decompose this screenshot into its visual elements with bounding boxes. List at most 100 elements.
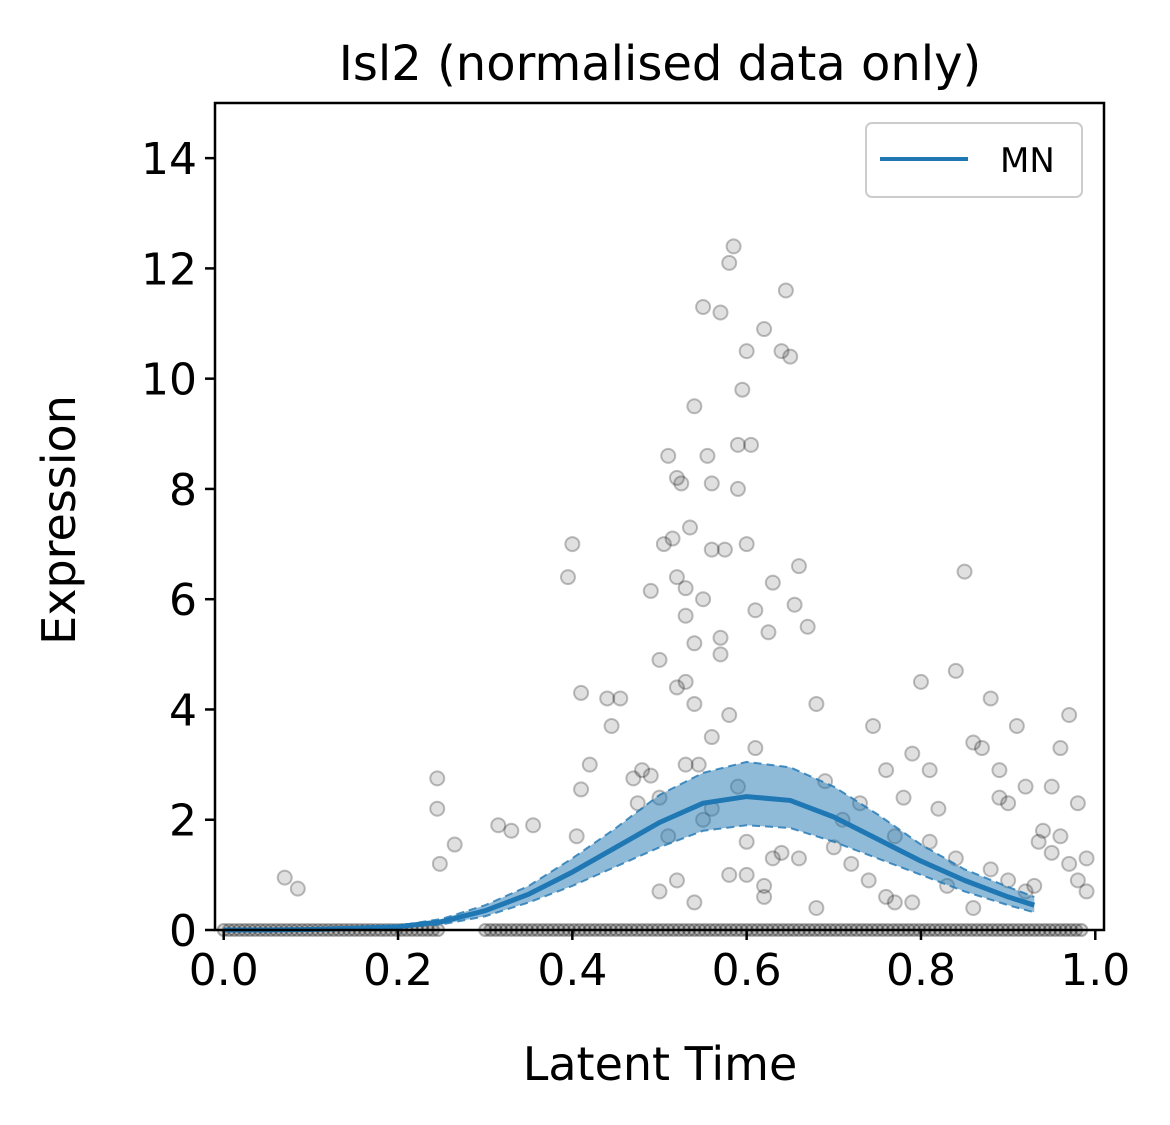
- scatter-point: [682, 519, 699, 536]
- scatter-point: [712, 646, 729, 663]
- scatter-point: [1034, 822, 1051, 839]
- scatter-point: [895, 789, 912, 806]
- scatter-point: [973, 740, 990, 757]
- scatter-point: [878, 888, 895, 905]
- scatter-point: [756, 877, 773, 894]
- x-tick-label: 0.0: [189, 945, 259, 996]
- scatter-point: [790, 850, 807, 867]
- scatter-point: [1008, 718, 1025, 735]
- scatter-point: [982, 690, 999, 707]
- scatter-point: [921, 833, 938, 850]
- scatter-point: [634, 762, 651, 779]
- scatter-point: [965, 899, 982, 916]
- scatter-point: [721, 866, 738, 883]
- scatter-point: [690, 756, 707, 773]
- y-tick-label: 6: [169, 575, 197, 626]
- scatter-point: [525, 817, 542, 834]
- scatter-point: [747, 740, 764, 757]
- scatter-point: [764, 850, 781, 867]
- scatter-point: [1069, 795, 1086, 812]
- scatter-point: [655, 536, 672, 553]
- scatter-point: [629, 795, 646, 812]
- legend: MN: [865, 122, 1083, 198]
- legend-box: [865, 122, 1083, 198]
- scatter-point: [716, 541, 733, 558]
- scatter-point: [699, 447, 716, 464]
- scatter-point: [289, 880, 306, 897]
- mean-line: [223, 794, 1036, 933]
- scatter-point: [799, 618, 816, 635]
- band-area: [223, 761, 1035, 930]
- scatter-point: [695, 298, 712, 315]
- scatter-point: [738, 343, 755, 360]
- y-tick-label: 12: [141, 244, 197, 295]
- scatter-point: [1052, 828, 1069, 845]
- scatter-point: [1017, 778, 1034, 795]
- scatter-point: [668, 569, 685, 586]
- scatter-point: [431, 855, 448, 872]
- scatter-point: [599, 690, 616, 707]
- band-upper-edge: [223, 760, 1035, 931]
- scatter-point: [446, 836, 463, 853]
- scatter-point: [677, 756, 694, 773]
- scatter-point: [429, 800, 446, 817]
- scatter-point: [808, 695, 825, 712]
- scatter-point: [1069, 872, 1086, 889]
- scatter-point: [743, 436, 760, 453]
- x-tick-label: 0.2: [363, 945, 433, 996]
- confidence-band: [223, 760, 1035, 931]
- scatter-point: [843, 855, 860, 872]
- legend-label-mn: MN: [1000, 141, 1055, 181]
- scatter-point: [686, 398, 703, 415]
- scatter-point: [760, 624, 777, 641]
- scatter-point: [725, 238, 742, 255]
- scatter-point: [642, 582, 659, 599]
- scatter-point: [564, 536, 581, 553]
- scatter-point: [912, 673, 929, 690]
- scatter-point: [721, 254, 738, 271]
- scatter-point: [703, 541, 720, 558]
- scatter-point: [947, 662, 964, 679]
- scatter-point: [786, 596, 803, 613]
- scatter-point: [782, 348, 799, 365]
- scatter-point: [738, 866, 755, 883]
- scatter-point: [660, 447, 677, 464]
- scatter-point: [677, 580, 694, 597]
- scatter-point: [703, 475, 720, 492]
- y-tick-label: 4: [169, 685, 197, 736]
- scatter-point: [1061, 855, 1078, 872]
- scatter-point: [573, 684, 590, 701]
- scatter-point: [603, 718, 620, 735]
- scatter-point: [503, 822, 520, 839]
- scatter-point: [1026, 877, 1043, 894]
- scatter-point: [790, 558, 807, 575]
- scatter-point: [686, 894, 703, 911]
- y-tick-label: 10: [141, 355, 197, 406]
- scatter-point: [991, 762, 1008, 779]
- plot-frame: [213, 101, 1106, 932]
- scatter-point: [734, 381, 751, 398]
- scatter-point: [930, 800, 947, 817]
- scatter-point: [568, 828, 585, 845]
- scatter-point: [878, 762, 895, 779]
- scatter-point: [777, 282, 794, 299]
- y-tick-label: 8: [169, 465, 197, 516]
- scatter-point: [773, 844, 790, 861]
- scatter-point: [677, 607, 694, 624]
- scatter-point: [429, 770, 446, 787]
- scatter-point: [808, 899, 825, 916]
- scatter-point: [651, 883, 668, 900]
- y-axis-ticks: 0 2 4 6 8 10 12 14: [141, 134, 215, 957]
- band-lower-edge: [223, 824, 1035, 931]
- x-axis-label: Latent Time: [523, 1037, 798, 1091]
- scatter-point: [904, 894, 921, 911]
- scatter-point: [651, 651, 668, 668]
- y-axis-label: Expression: [32, 395, 86, 645]
- scatter-point: [1052, 740, 1069, 757]
- scatter-point: [703, 729, 720, 746]
- chart-title: Isl2 (normalised data only): [339, 36, 981, 92]
- scatter-point: [904, 745, 921, 762]
- x-tick-label: 1.0: [1060, 945, 1130, 996]
- scatter-point: [490, 817, 507, 834]
- x-tick-label: 0.6: [712, 945, 782, 996]
